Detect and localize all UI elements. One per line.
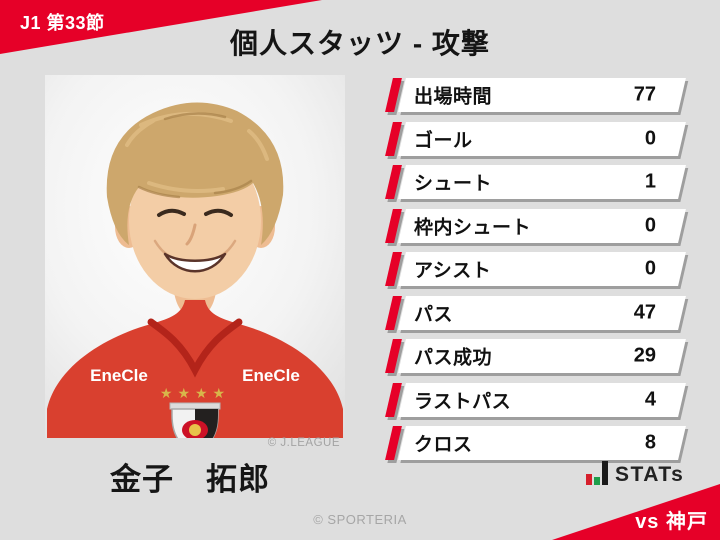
- stat-value: 8: [644, 431, 656, 454]
- shirt-collar: [147, 318, 243, 378]
- stat-row-assists: アシスト 0: [385, 252, 690, 286]
- photo-credit: © J.LEAGUE: [267, 437, 340, 449]
- stat-label: パス: [414, 304, 454, 325]
- shirt-sponsor-right: EneCle: [242, 366, 300, 385]
- round-label: J1 第33節: [20, 13, 105, 33]
- stats-logo-text: STATs: [615, 463, 685, 486]
- stat-label: アシスト: [414, 260, 492, 282]
- stat-row-passes: パス 47: [385, 295, 690, 330]
- hair: [106, 102, 284, 245]
- stat-label: 出場時間: [414, 86, 493, 108]
- page-title: 個人スタッツ - 攻撃: [230, 28, 490, 59]
- stat-value: 4: [644, 388, 656, 410]
- stat-label: シュート: [414, 173, 493, 195]
- stat-value: 77: [633, 83, 656, 106]
- stat-value: 29: [633, 344, 656, 367]
- stat-value: 1: [644, 170, 656, 193]
- stat-row-shots: シュート 1: [385, 165, 690, 199]
- stat-value: 0: [644, 257, 656, 280]
- stat-row-minutes: 出場時間 77: [385, 78, 690, 112]
- stat-label: クロス: [414, 434, 473, 456]
- stat-label: ラストパス: [414, 391, 512, 412]
- stat-value: 0: [644, 214, 656, 236]
- shirt-stars: ★★★★: [160, 386, 230, 402]
- bar-chart-icon: [586, 461, 608, 485]
- stat-row-shots-on-target: 枠内シュート 0: [385, 208, 690, 243]
- stat-row-crosses: クロス 8: [385, 426, 690, 460]
- stats-logo: STATs: [586, 461, 684, 485]
- stat-value: 0: [644, 127, 656, 149]
- stat-label: 枠内シュート: [414, 217, 532, 238]
- smile: [163, 252, 227, 273]
- stat-value: 47: [633, 301, 656, 323]
- player-illustration: EneCle EneCle ★★★★: [45, 75, 345, 438]
- opponent-label: vs 神戸: [635, 511, 708, 533]
- stat-row-goals: ゴール 0: [385, 121, 690, 156]
- player-name: 金子 拓郎: [110, 462, 270, 497]
- stat-row-key-passes: ラストパス 4: [385, 382, 690, 417]
- stat-label: ゴール: [414, 130, 473, 151]
- club-crest: [169, 402, 221, 438]
- shirt-sponsor-left: EneCle: [90, 366, 148, 385]
- player-photo: EneCle EneCle ★★★★: [45, 75, 345, 438]
- stat-row-passes-completed: パス成功 29: [385, 339, 690, 373]
- stat-label: パス成功: [414, 347, 493, 369]
- site-credit: © SPORTERIA: [313, 512, 407, 527]
- stats-list: 出場時間 77 ゴール 0 シュート 1 枠内シュート 0 アシスト 0 パス …: [385, 78, 690, 470]
